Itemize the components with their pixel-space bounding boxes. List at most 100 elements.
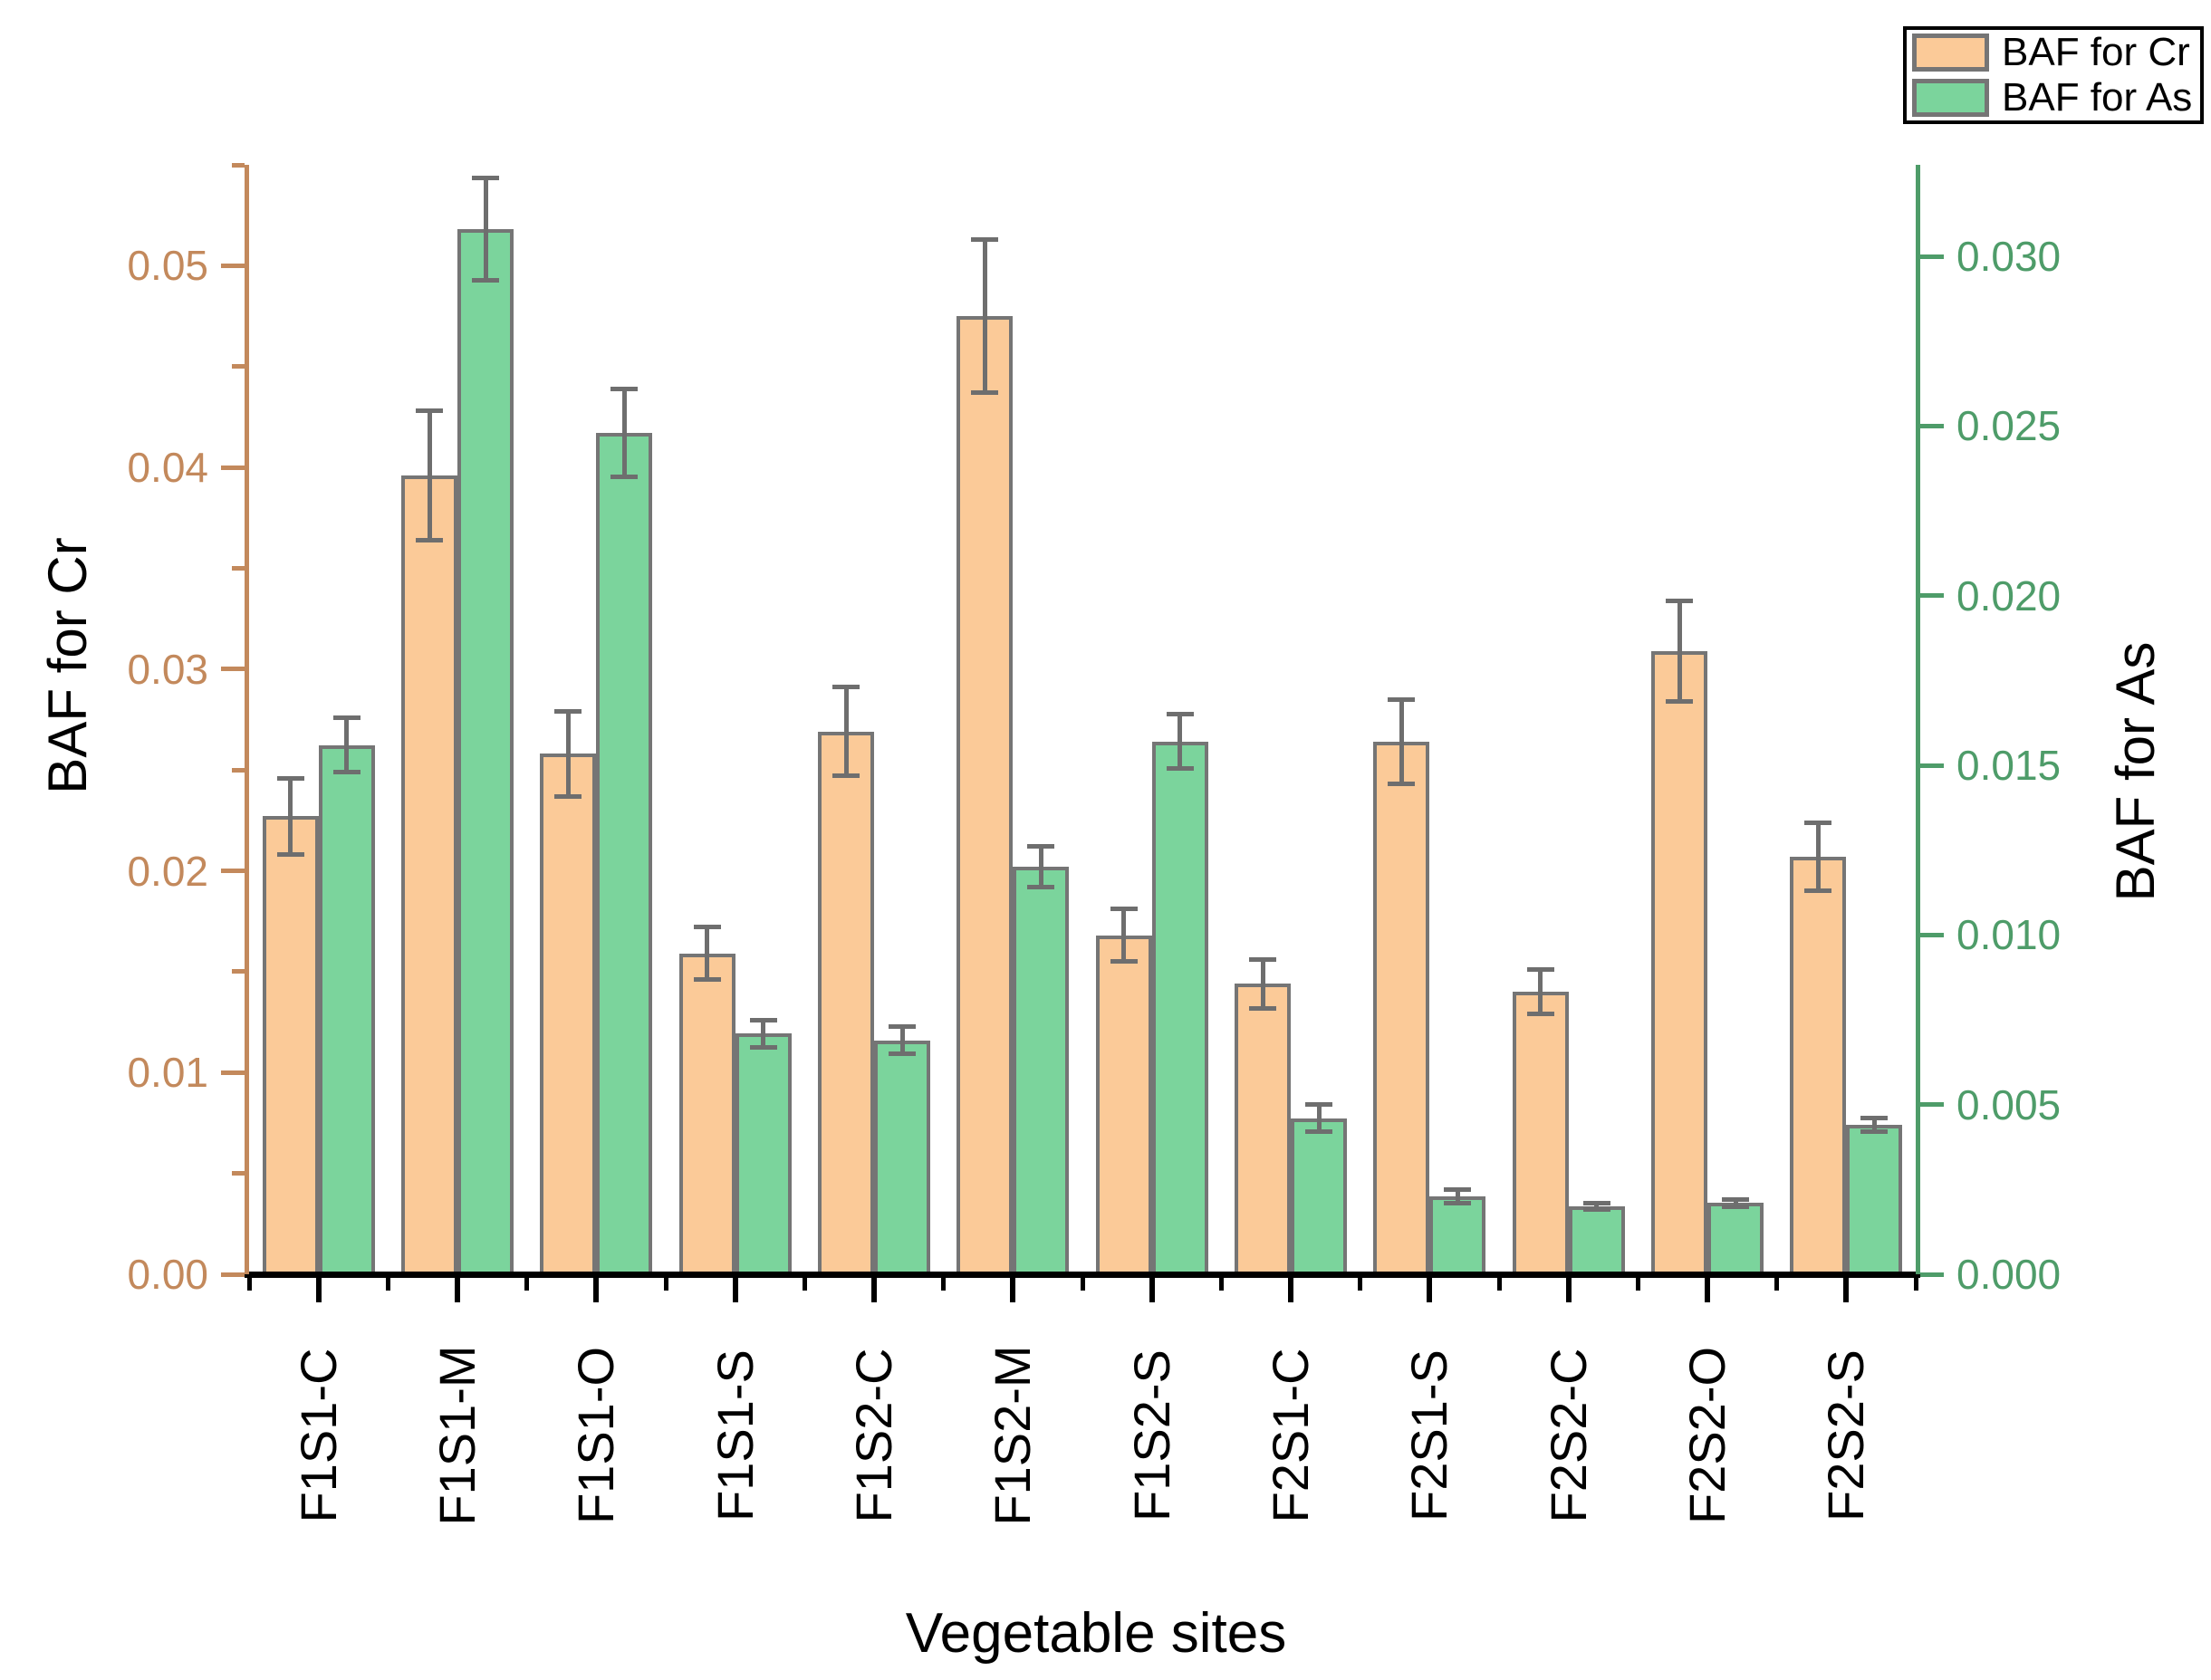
right-major-tick [1920, 254, 1944, 259]
error-bar-cap-bottom [1249, 1005, 1276, 1011]
legend: BAF for Cr BAF for As [1903, 26, 2204, 124]
right-tick-label: 0.010 [1956, 911, 2062, 959]
x-minor-tick [524, 1278, 530, 1291]
error-bar-cap-top [749, 1017, 777, 1022]
error-bar-cap-bottom [1860, 1129, 1889, 1135]
left-major-tick [221, 869, 245, 874]
cr-bar-F2S2-C [1512, 992, 1569, 1277]
error-bar-cap-bottom [971, 390, 999, 396]
left-minor-tick [232, 364, 245, 370]
error-bar-cap-top [1444, 1186, 1472, 1192]
error-bar-cap-bottom [1582, 1207, 1610, 1213]
error-bar-line [1121, 908, 1127, 962]
legend-item-as: BAF for As [1912, 77, 2195, 119]
x-category-label: F1S1-M [428, 1345, 485, 1526]
error-bar-cap-bottom [1110, 959, 1138, 965]
x-minor-tick [1913, 1278, 1918, 1291]
right-tick-label: 0.005 [1956, 1080, 2062, 1128]
error-bar-line [1316, 1104, 1322, 1132]
as-bar-F1S1-S [735, 1033, 792, 1277]
error-bar-cap-top [1526, 967, 1554, 973]
error-bar-cap-top [693, 925, 721, 930]
cr-bar-F2S2-S [1790, 856, 1847, 1277]
left-tick-label: 0.03 [127, 645, 208, 693]
error-bar-cap-top [1388, 696, 1416, 702]
error-bar-line [621, 389, 627, 477]
error-bar-line [344, 717, 350, 773]
error-bar-line [899, 1026, 905, 1054]
x-major-tick [1843, 1278, 1850, 1302]
left-major-tick [221, 1272, 245, 1277]
as-bar-F2S1-S [1429, 1195, 1486, 1277]
x-minor-tick [246, 1278, 252, 1291]
cr-bar-F1S2-M [956, 316, 1014, 1277]
left-minor-tick [232, 969, 245, 974]
error-bar-cap-top [1166, 712, 1194, 717]
x-category-label: F1S1-S [706, 1349, 764, 1522]
right-major-tick [1920, 1272, 1944, 1277]
error-bar-cap-bottom [1166, 766, 1194, 772]
left-tick-label: 0.00 [127, 1251, 208, 1298]
error-bar-cap-top [1582, 1200, 1610, 1205]
x-major-tick [593, 1278, 600, 1302]
legend-swatch-cr-icon [1912, 34, 1989, 72]
left-major-tick [221, 1070, 245, 1075]
cr-bar-F1S1-S [678, 953, 735, 1277]
x-minor-tick [385, 1278, 390, 1291]
right-tick-label: 0.025 [1956, 402, 2062, 450]
x-major-tick [1149, 1278, 1155, 1302]
error-bar-cap-bottom [1444, 1200, 1472, 1205]
as-bar-F1S1-C [318, 744, 375, 1277]
legend-swatch-as-icon [1912, 79, 1989, 117]
error-bar-cap-top [472, 176, 499, 181]
as-bar-F1S2-S [1151, 741, 1208, 1277]
error-bar-line [1815, 822, 1821, 891]
right-major-tick [1920, 423, 1944, 428]
error-bar-line [1260, 959, 1265, 1008]
legend-label-as: BAF for As [2002, 75, 2193, 120]
x-major-tick [871, 1278, 877, 1302]
x-category-label: F1S1-O [567, 1346, 625, 1525]
x-axis-line [245, 1272, 1920, 1278]
error-bar-line [843, 686, 849, 776]
x-category-label: F2S2-O [1678, 1346, 1735, 1525]
error-bar-line [982, 239, 987, 393]
x-major-tick [1705, 1278, 1710, 1302]
x-minor-tick [802, 1278, 807, 1291]
legend-item-cr: BAF for Cr [1912, 32, 2195, 73]
x-category-label: F1S2-C [845, 1348, 902, 1523]
error-bar-line [1733, 1199, 1738, 1207]
error-bar-cap-top [1249, 957, 1276, 963]
error-bar-cap-top [1027, 844, 1055, 850]
x-category-label: F2S2-S [1817, 1349, 1875, 1522]
error-bar-line [705, 926, 710, 980]
right-tick-label: 0.015 [1956, 742, 2062, 790]
error-bar-cap-bottom [832, 773, 860, 779]
error-bar-line [483, 178, 488, 281]
left-axis-line [245, 165, 249, 1274]
left-minor-tick [232, 1171, 245, 1176]
error-bar-cap-top [1722, 1197, 1749, 1203]
error-bar-cap-bottom [472, 277, 499, 283]
error-bar-line [1399, 699, 1404, 784]
x-minor-tick [1358, 1278, 1363, 1291]
error-bar-cap-bottom [889, 1051, 916, 1056]
left-major-tick [221, 667, 245, 672]
error-bar-line [427, 410, 432, 541]
cr-bar-F1S2-S [1095, 935, 1152, 1277]
right-tick-label: 0.030 [1956, 233, 2062, 281]
x-minor-tick [1774, 1278, 1780, 1291]
error-bar-line [1871, 1118, 1877, 1132]
as-bar-F2S1-C [1291, 1118, 1347, 1277]
error-bar-line [565, 711, 571, 797]
x-minor-tick [663, 1278, 668, 1291]
error-bar-line [1178, 714, 1183, 769]
error-bar-cap-top [971, 236, 999, 242]
error-bar-cap-bottom [1388, 782, 1416, 787]
x-minor-tick [1496, 1278, 1502, 1291]
error-bar-cap-bottom [554, 793, 582, 799]
legend-label-cr: BAF for Cr [2002, 30, 2190, 74]
right-tick-label: 0.000 [1956, 1251, 2062, 1298]
error-bar-line [1455, 1189, 1460, 1204]
